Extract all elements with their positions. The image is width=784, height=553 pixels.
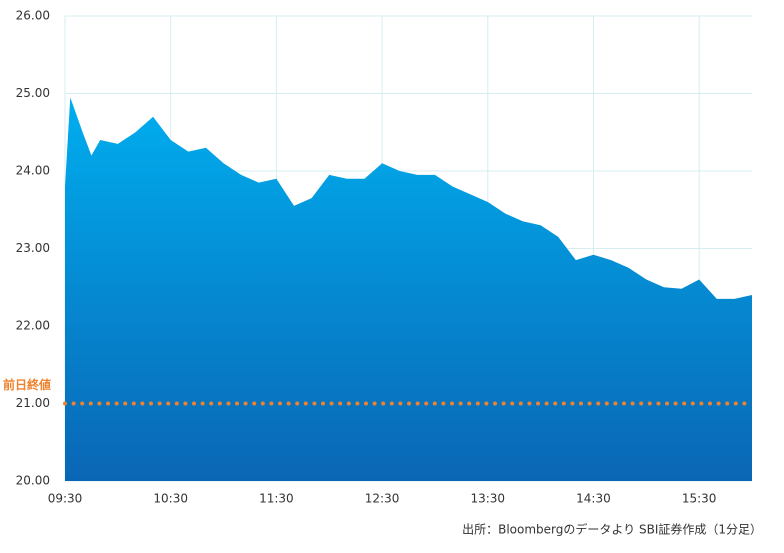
y-tick-label: 20.00	[16, 474, 50, 488]
price-area	[65, 97, 752, 481]
x-tick-label: 15:30	[682, 492, 717, 506]
x-tick-label: 14:30	[576, 492, 611, 506]
y-tick-label: 24.00	[16, 164, 50, 178]
y-tick-label: 26.00	[16, 9, 50, 23]
x-tick-label: 11:30	[259, 492, 294, 506]
source-note: 出所：Bloombergのデータより SBI証券作成（1分足）	[462, 522, 762, 537]
y-tick-label: 25.00	[16, 86, 50, 100]
x-tick-label: 10:30	[153, 492, 188, 506]
y-tick-label: 22.00	[16, 319, 50, 333]
x-tick-label: 12:30	[365, 492, 400, 506]
reference-label: 前日終値	[3, 377, 51, 392]
y-tick-label: 21.00	[16, 396, 50, 410]
x-tick-label: 09:30	[48, 492, 83, 506]
y-tick-label: 23.00	[16, 241, 50, 255]
x-tick-label: 13:30	[470, 492, 505, 506]
